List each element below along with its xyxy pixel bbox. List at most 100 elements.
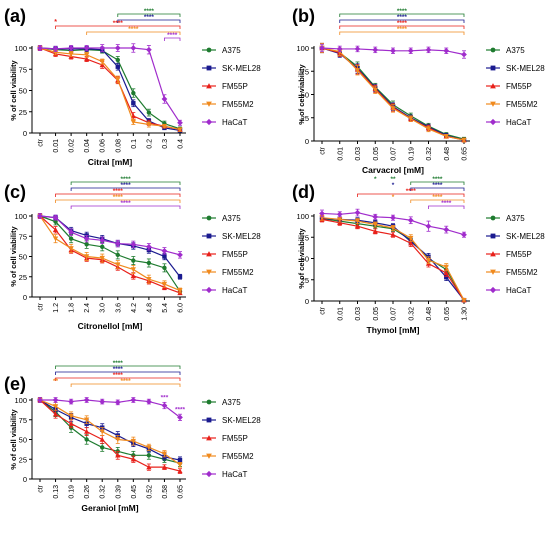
significance-stars: **** (406, 188, 417, 195)
x-tick-label: 0.45 (131, 485, 138, 499)
x-tick-label: 0.19 (408, 147, 415, 161)
data-point (115, 64, 120, 69)
significance-bracket (117, 13, 181, 17)
significance-stars: **** (432, 176, 443, 183)
data-point (407, 217, 414, 224)
data-point (83, 235, 90, 242)
legend-label: HaCaT (222, 470, 247, 479)
significance-bracket (55, 365, 181, 369)
y-tick-label: 25 (301, 114, 309, 123)
legend-label: SK-MEL28 (222, 64, 261, 73)
data-point (161, 124, 168, 129)
x-tick-label: 0.08 (115, 139, 122, 153)
series-line (39, 215, 181, 256)
x-tick-label: 0.06 (100, 139, 107, 153)
x-tick-label: 0.39 (115, 485, 122, 499)
data-point (161, 464, 168, 470)
data-point (83, 45, 90, 51)
x-tick-label: 4.2 (131, 303, 138, 313)
significance-stars: **** (113, 20, 124, 27)
x-tick-label: 0.01 (53, 139, 60, 153)
data-point (115, 77, 121, 83)
data-point (177, 462, 183, 468)
panel-a: (a) 0 25 50 75 100 % of cell viability ctr 0.01 0… (4, 6, 261, 167)
data-point (372, 47, 379, 53)
data-point (84, 437, 89, 442)
data-point (68, 236, 74, 241)
significance-bracket (410, 181, 465, 185)
data-point (161, 451, 168, 457)
data-point (115, 262, 121, 268)
significance-stars: **** (397, 14, 408, 21)
series-line (39, 215, 181, 278)
data-point (130, 397, 137, 403)
legend-label: FM55M2 (222, 100, 254, 109)
significance-bracket (117, 19, 181, 23)
data-point (52, 404, 59, 409)
data-point (52, 227, 59, 232)
legend-label: SK-MEL28 (222, 232, 261, 241)
legend-label: SK-MEL28 (506, 232, 545, 241)
x-tick-label: 0.32 (408, 307, 415, 321)
x-tick-label: ctr (320, 146, 327, 154)
data-point (161, 247, 168, 254)
x-tick-label: ctr (320, 306, 327, 314)
y-tick-label: 25 (19, 455, 27, 464)
series-line (321, 47, 465, 141)
significance-bracket (55, 377, 181, 381)
legend-marker (489, 286, 497, 294)
legend-marker (206, 399, 212, 405)
x-tick-label: 0.65 (462, 147, 469, 161)
data-point (461, 51, 467, 58)
series-sk-mel28 (319, 42, 467, 143)
data-point (114, 240, 121, 247)
data-point (337, 220, 343, 225)
panel-label: (d) (292, 182, 315, 202)
x-tick-label: 1.2 (53, 303, 60, 313)
data-point (408, 240, 414, 246)
data-point (177, 119, 183, 126)
significance-mark: * (392, 194, 395, 201)
y-axis-label: % of cell viability (9, 408, 18, 469)
data-point (390, 232, 396, 237)
significance-bracket (70, 187, 181, 191)
y-tick-label: 100 (14, 44, 27, 53)
series-line (39, 399, 181, 464)
data-point (372, 213, 379, 220)
data-point (177, 414, 183, 421)
x-tick-label: ctr (38, 302, 45, 310)
series-line (39, 47, 181, 124)
data-point (161, 96, 168, 102)
legend-label: FM55P (506, 82, 532, 91)
legend-label: HaCaT (506, 286, 531, 295)
data-point (130, 119, 136, 125)
x-tick-label: 3.0 (100, 303, 107, 313)
x-tick-label: ctr (38, 138, 45, 146)
series-line (39, 399, 181, 472)
data-point (461, 231, 467, 238)
x-tick-label: 0.3 (162, 139, 169, 149)
data-point (177, 468, 183, 474)
y-tick-label: 100 (14, 396, 27, 405)
significance-stars: **** (432, 182, 443, 189)
data-point (100, 244, 105, 249)
x-tick-label: 0.32 (426, 147, 433, 161)
data-point (354, 46, 361, 52)
significance-bracket (339, 13, 465, 17)
significance-stars: **** (113, 194, 124, 201)
series-line (39, 215, 181, 292)
data-point (336, 211, 343, 218)
data-point (52, 214, 59, 221)
data-point (130, 267, 136, 273)
data-point (177, 288, 183, 294)
x-tick-label: 0.4 (178, 139, 185, 149)
data-point (146, 464, 152, 470)
significance-bracket (70, 181, 181, 185)
y-axis-label: % of cell viability (9, 225, 18, 286)
significance-stars: **** (441, 200, 452, 207)
data-point (319, 45, 325, 51)
data-point (337, 217, 343, 223)
series-line (39, 215, 181, 294)
data-point (372, 222, 378, 228)
legend-label: HaCaT (222, 118, 247, 127)
